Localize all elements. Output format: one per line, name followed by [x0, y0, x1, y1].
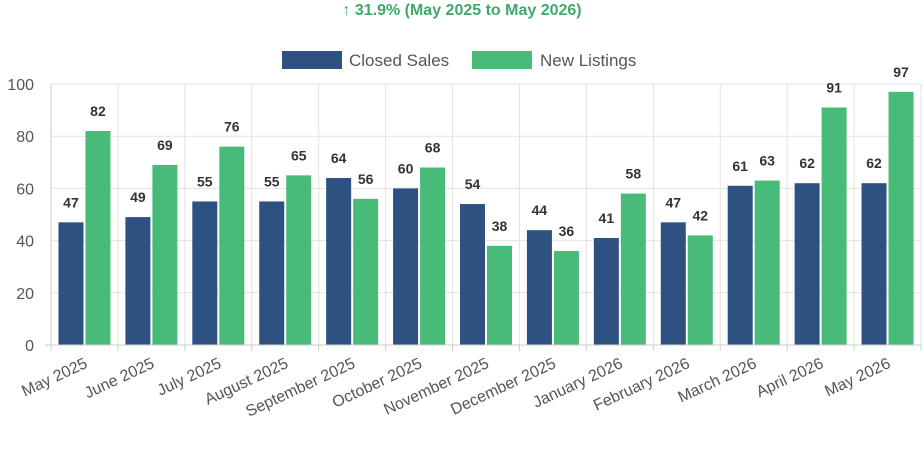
legend-label: Closed Sales [349, 51, 449, 70]
y-tick-label: 20 [16, 286, 34, 303]
bar-closed-sales[interactable] [526, 230, 552, 345]
legend-swatch [472, 51, 532, 69]
bar-new-listings[interactable] [286, 175, 312, 345]
bar-value-label: 68 [425, 140, 441, 156]
bar-value-label: 69 [157, 137, 173, 153]
y-tick-label: 40 [16, 234, 34, 251]
x-category-label: May 2025 [19, 355, 90, 400]
bar-value-label: 47 [665, 194, 681, 210]
x-category-label: May 2026 [822, 355, 893, 400]
bar-value-label: 58 [626, 166, 642, 182]
bar-value-label: 41 [599, 210, 615, 226]
y-tick-label: 80 [16, 129, 34, 146]
bar-value-label: 65 [291, 147, 307, 163]
bar-value-label: 38 [492, 218, 508, 234]
y-tick-label: 100 [7, 77, 34, 94]
x-category-label: April 2026 [754, 355, 827, 401]
bar-new-listings[interactable] [888, 91, 914, 345]
legend-item-new-listings[interactable]: New Listings [472, 51, 636, 70]
bar-new-listings[interactable] [687, 235, 713, 345]
legend-label: New Listings [540, 51, 636, 70]
y-axis: 0 20 40 60 80 100 [7, 77, 52, 355]
bar-new-listings[interactable] [85, 130, 111, 345]
bar-value-label: 61 [732, 158, 748, 174]
bar-value-label: 42 [692, 207, 708, 223]
legend-swatch [282, 51, 342, 69]
bar-closed-sales[interactable] [460, 204, 485, 345]
bar-value-label: 54 [465, 176, 481, 192]
bar-new-listings[interactable] [152, 164, 178, 345]
bar-new-listings[interactable] [754, 180, 780, 345]
bar-closed-sales[interactable] [794, 183, 820, 345]
grid-lines [50, 83, 922, 346]
y-tick-label: 60 [16, 181, 34, 198]
bar-new-listings[interactable] [353, 198, 379, 345]
up-arrow-icon: ↑ [342, 2, 351, 19]
bar-new-listings[interactable] [487, 245, 512, 345]
bar-value-label: 47 [63, 194, 79, 210]
x-category-label: June 2025 [82, 355, 157, 402]
bar-value-label: 55 [264, 173, 280, 189]
bar-value-label: 49 [130, 189, 146, 205]
bar-new-listings[interactable] [821, 107, 847, 346]
bar-new-listings[interactable] [420, 167, 446, 345]
bar-value-label: 56 [358, 171, 374, 187]
y-tick-label: 0 [25, 338, 34, 355]
bar-value-label: 63 [759, 153, 775, 169]
bar-closed-sales[interactable] [125, 217, 151, 345]
legend[interactable]: Closed Sales New Listings [282, 51, 636, 70]
legend-item-closed-sales[interactable]: Closed Sales [282, 51, 449, 70]
bar-value-label: 36 [559, 223, 575, 239]
bar-closed-sales[interactable] [660, 222, 686, 345]
bar-new-listings[interactable] [219, 146, 245, 345]
bar-closed-sales[interactable] [593, 237, 619, 345]
bar-closed-sales[interactable] [259, 201, 285, 345]
headline-text: 31.9% (May 2025 to May 2026) [354, 2, 582, 19]
bar-new-listings[interactable] [553, 251, 579, 345]
bar-closed-sales[interactable] [727, 185, 753, 345]
bar-new-listings[interactable] [620, 193, 646, 345]
bar-value-label: 91 [826, 79, 842, 95]
bar-closed-sales[interactable] [58, 222, 84, 345]
bar-value-label: 62 [799, 155, 815, 171]
bars [58, 91, 914, 346]
bar-value-label: 76 [224, 119, 240, 135]
data-labels: 47 49 55 55 64 60 54 44 41 47 61 62 62 82 69 76 65 56 68 38… [63, 64, 909, 239]
bar-value-label: 62 [866, 155, 882, 171]
bar-value-label: 82 [90, 103, 106, 119]
bar-closed-sales[interactable] [393, 188, 419, 345]
chart-headline: ↑ 31.9% (May 2025 to May 2026) [0, 2, 924, 20]
bar-value-label: 60 [398, 160, 414, 176]
bar-closed-sales[interactable] [192, 201, 218, 345]
bar-closed-sales[interactable] [861, 183, 887, 345]
bar-value-label: 97 [893, 64, 909, 80]
bar-value-label: 44 [532, 202, 548, 218]
bar-value-label: 55 [197, 173, 213, 189]
bar-value-label: 64 [331, 150, 347, 166]
bar-closed-sales[interactable] [326, 177, 352, 345]
